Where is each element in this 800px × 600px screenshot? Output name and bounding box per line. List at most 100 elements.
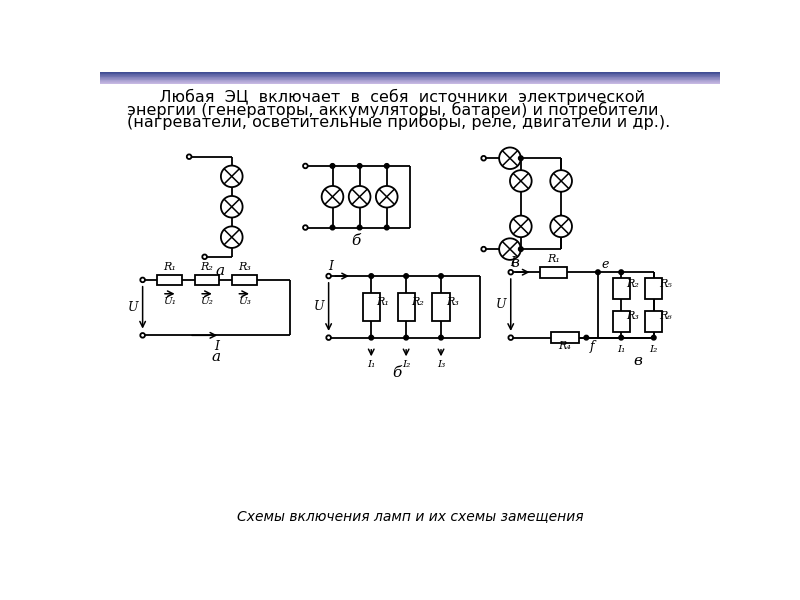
Circle shape — [482, 156, 486, 161]
Text: R₂: R₂ — [411, 297, 424, 307]
Circle shape — [322, 186, 343, 208]
Text: R₃: R₃ — [238, 262, 250, 272]
Circle shape — [221, 226, 242, 248]
Bar — [613, 278, 630, 299]
Circle shape — [596, 270, 600, 275]
Bar — [100, 82, 720, 83]
Bar — [100, 78, 720, 79]
Text: в: в — [510, 256, 519, 270]
Text: R₅: R₅ — [659, 278, 672, 289]
Circle shape — [550, 215, 572, 237]
Circle shape — [358, 225, 362, 230]
Bar — [398, 293, 414, 321]
Bar — [100, 72, 720, 73]
Circle shape — [438, 274, 443, 278]
Text: R₃: R₃ — [626, 311, 639, 321]
Circle shape — [518, 247, 523, 251]
Text: U: U — [314, 301, 325, 313]
Text: а: а — [215, 263, 225, 278]
Text: Схемы включения ламп и их схемы замещения: Схемы включения ламп и их схемы замещени… — [237, 509, 583, 523]
Bar — [646, 311, 662, 332]
Circle shape — [550, 170, 572, 192]
Bar — [100, 81, 720, 82]
Bar — [100, 80, 720, 81]
Text: I₁: I₁ — [367, 360, 375, 369]
Circle shape — [385, 164, 389, 168]
Circle shape — [330, 164, 335, 168]
Circle shape — [510, 215, 532, 237]
Text: R₄: R₄ — [558, 341, 571, 351]
Circle shape — [584, 335, 589, 340]
Circle shape — [404, 335, 409, 340]
Circle shape — [499, 238, 521, 260]
Bar — [100, 76, 720, 77]
Text: энергии (генераторы, аккумуляторы, батареи) и потребители: энергии (генераторы, аккумуляторы, батар… — [127, 101, 658, 118]
Text: I₂: I₂ — [650, 346, 658, 355]
Circle shape — [509, 335, 513, 340]
Circle shape — [651, 335, 656, 340]
Text: U₁: U₁ — [163, 297, 176, 306]
Circle shape — [438, 335, 443, 340]
Text: R₁: R₁ — [377, 297, 390, 307]
Circle shape — [330, 225, 335, 230]
Bar — [194, 275, 219, 285]
Text: R₂: R₂ — [201, 262, 214, 272]
Text: I₂: I₂ — [402, 360, 410, 369]
Circle shape — [303, 164, 308, 168]
Bar — [100, 73, 720, 74]
Circle shape — [518, 156, 523, 161]
Bar — [232, 275, 257, 285]
Text: R₃: R₃ — [446, 297, 459, 307]
Bar — [551, 332, 578, 343]
Circle shape — [369, 274, 374, 278]
Circle shape — [326, 274, 331, 278]
Circle shape — [140, 278, 145, 282]
Bar — [100, 79, 720, 80]
Circle shape — [404, 274, 409, 278]
Circle shape — [140, 333, 145, 338]
Text: в: в — [633, 354, 642, 368]
Circle shape — [202, 254, 207, 259]
Circle shape — [482, 247, 486, 251]
Bar — [540, 267, 567, 278]
Circle shape — [499, 148, 521, 169]
Text: а: а — [212, 350, 221, 364]
Text: R₁: R₁ — [547, 254, 560, 265]
Circle shape — [349, 186, 370, 208]
Circle shape — [187, 154, 191, 159]
Bar — [100, 75, 720, 76]
Circle shape — [510, 170, 532, 192]
Text: (нагреватели, осветительные приборы, реле, двигатели и др.).: (нагреватели, осветительные приборы, рел… — [127, 114, 670, 130]
Circle shape — [358, 164, 362, 168]
Bar — [646, 278, 662, 299]
Bar — [100, 74, 720, 75]
Text: Любая  ЭЦ  включает  в  себя  источники  электрической: Любая ЭЦ включает в себя источники элект… — [138, 89, 645, 106]
Circle shape — [369, 335, 374, 340]
Bar — [433, 293, 450, 321]
Text: U₂: U₂ — [201, 297, 214, 306]
Circle shape — [385, 225, 389, 230]
Circle shape — [619, 335, 623, 340]
Bar — [613, 311, 630, 332]
Text: б: б — [351, 235, 360, 248]
Bar — [100, 77, 720, 78]
Text: R₂: R₂ — [626, 278, 639, 289]
Text: I: I — [329, 260, 334, 274]
Text: e: e — [602, 258, 609, 271]
Text: f: f — [590, 340, 595, 353]
Text: U: U — [128, 301, 138, 314]
Circle shape — [221, 196, 242, 218]
Text: I₃: I₃ — [437, 360, 445, 369]
Text: U₃: U₃ — [238, 297, 250, 306]
Circle shape — [303, 225, 308, 230]
Circle shape — [509, 270, 513, 275]
Bar — [158, 275, 182, 285]
Circle shape — [221, 166, 242, 187]
Text: I: I — [214, 340, 218, 353]
Bar — [100, 83, 720, 85]
Text: R₁: R₁ — [163, 262, 176, 272]
Bar — [362, 293, 380, 321]
Text: I₁: I₁ — [617, 346, 626, 355]
Text: R₆: R₆ — [659, 311, 672, 321]
Circle shape — [619, 270, 623, 275]
